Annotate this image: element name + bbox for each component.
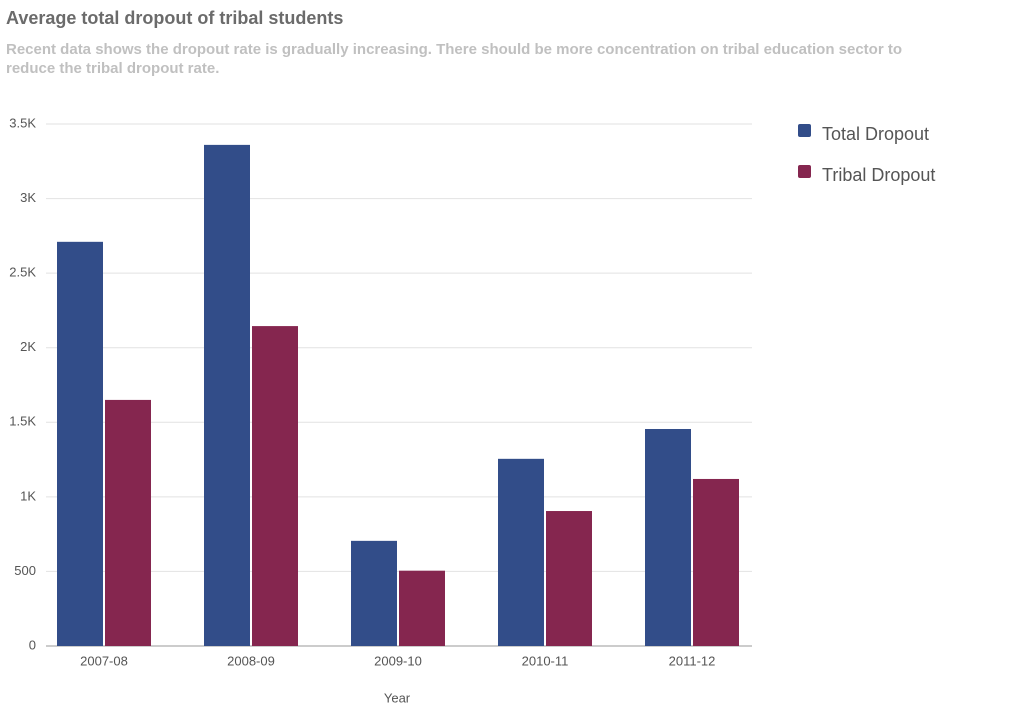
y-tick-label: 2K [20,339,36,354]
x-tick-label: 2011-12 [669,653,716,668]
legend-swatch [798,124,811,137]
y-tick-label: 2.5K [9,265,36,280]
x-tick-label: 2007-08 [80,653,128,668]
chart-title: Average total dropout of tribal students [6,8,344,28]
bar [204,144,250,646]
legend-label: Total Dropout [822,124,929,144]
y-tick-label: 3.5K [9,115,36,130]
x-axis-title: Year [384,690,411,705]
bar [57,241,103,646]
x-tick-label: 2010-11 [522,653,569,668]
bar [252,326,298,646]
y-tick-label: 0 [29,637,36,652]
bar [351,540,397,646]
x-tick-label: 2009-10 [374,653,422,668]
bar [546,511,592,646]
y-tick-label: 1.5K [9,414,36,429]
chart-subtitle: Recent data shows the dropout rate is gr… [6,41,902,77]
bar [399,570,445,646]
y-tick-label: 1K [20,488,36,503]
bar [105,399,151,646]
bar [498,458,544,646]
bar [645,428,691,646]
legend-label: Tribal Dropout [822,165,935,185]
legend-swatch [798,165,811,178]
y-tick-label: 3K [20,190,36,205]
y-tick-label: 500 [14,563,36,578]
bar [693,478,739,646]
x-tick-label: 2008-09 [227,653,275,668]
